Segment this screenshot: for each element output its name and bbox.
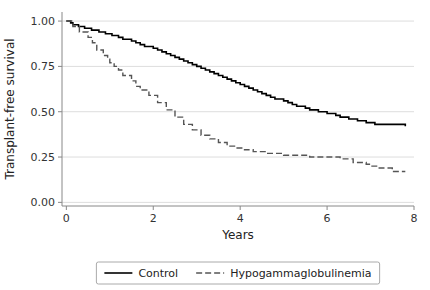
y-tick-label: 0.00 — [31, 196, 56, 209]
y-tick — [58, 66, 62, 67]
x-axis-label: Years — [221, 228, 254, 242]
y-tick — [58, 202, 62, 203]
y-tick-label: 0.25 — [31, 151, 56, 164]
plot-area — [66, 21, 405, 171]
x-tick — [153, 206, 154, 210]
y-axis — [62, 12, 63, 206]
grid-line — [62, 21, 414, 22]
x-tick — [414, 206, 415, 210]
series-line — [66, 21, 405, 126]
y-tick-label: 0.50 — [31, 106, 56, 119]
legend-swatch — [196, 272, 224, 273]
x-axis — [62, 206, 414, 207]
y-tick — [58, 21, 62, 22]
legend-label: Control — [138, 267, 178, 280]
grid-line — [62, 111, 414, 112]
y-tick — [58, 111, 62, 112]
x-tick-label: 2 — [150, 212, 157, 225]
x-tick-label: 4 — [237, 212, 244, 225]
series-line — [66, 21, 405, 171]
y-tick-label: 0.75 — [31, 60, 56, 73]
grid-line — [62, 202, 414, 203]
x-tick — [327, 206, 328, 210]
legend-swatch — [104, 272, 132, 274]
y-tick — [58, 157, 62, 158]
x-tick-label: 8 — [411, 212, 418, 225]
grid — [62, 21, 414, 202]
x-tick — [240, 206, 241, 210]
legend-box — [96, 262, 379, 284]
x-tick-label: 6 — [324, 212, 331, 225]
grid-line — [62, 157, 414, 158]
legend-label: Hypogammaglobulinemia — [230, 267, 371, 280]
x-tick-label: 0 — [63, 212, 70, 225]
y-axis-label: Transplant-free survival — [3, 38, 17, 180]
legend: Control Hypogammaglobulinemia — [96, 262, 379, 284]
x-tick — [66, 206, 67, 210]
y-tick-label: 1.00 — [31, 15, 56, 28]
